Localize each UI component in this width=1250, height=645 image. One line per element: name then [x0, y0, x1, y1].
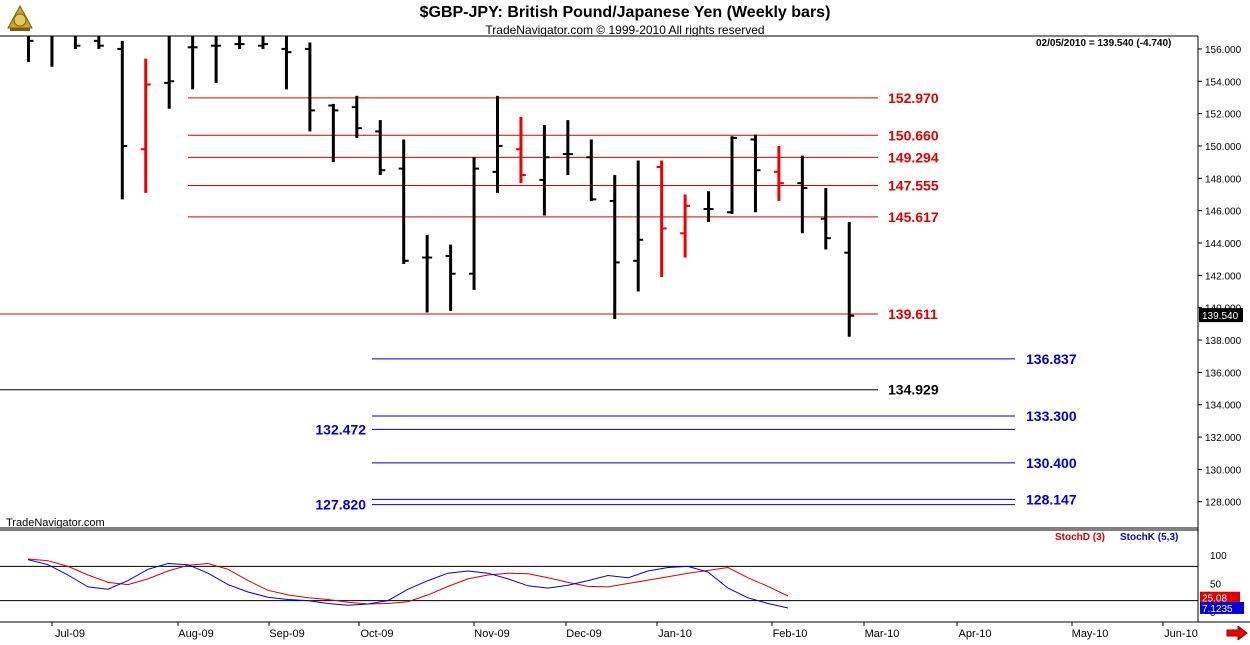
- level-label-128.147: 128.147: [1026, 491, 1077, 507]
- arrow-right-icon[interactable]: [1226, 624, 1248, 645]
- level-label-149.294: 149.294: [888, 149, 939, 165]
- y-tick-label: 154.000: [1205, 77, 1242, 88]
- y-tick-label: 134.000: [1205, 401, 1242, 412]
- last-price-label: 139.540: [1202, 311, 1239, 322]
- x-tick-label: Jan-10: [658, 628, 692, 640]
- level-label-145.617: 145.617: [888, 209, 939, 225]
- stoch-tick-label: 50: [1210, 580, 1222, 591]
- last-price-tag: [1199, 308, 1243, 323]
- stoch-series-line: [27, 558, 789, 605]
- stoch-d-value-tag: [1200, 591, 1240, 604]
- level-label-150.660: 150.660: [888, 127, 939, 143]
- x-tick-label: Aug-09: [178, 628, 213, 640]
- sextant-logo-icon: [4, 2, 36, 34]
- stoch-series-line: [27, 559, 789, 609]
- x-tick-label: Oct-09: [360, 628, 393, 640]
- stoch-tick-label: 100: [1210, 551, 1227, 562]
- level-label-136.837: 136.837: [1026, 351, 1077, 367]
- level-label-152.970: 152.970: [888, 90, 939, 106]
- y-tick-label: 146.000: [1205, 207, 1242, 218]
- y-tick-label: 142.000: [1205, 271, 1242, 282]
- x-tick-label: Jun-10: [1164, 628, 1198, 640]
- chart-title: $GBP-JPY: British Pound/Japanese Yen (We…: [419, 4, 831, 21]
- y-tick-label: 150.000: [1205, 142, 1242, 153]
- level-label-130.400: 130.400: [1026, 455, 1077, 471]
- x-tick-label: Dec-09: [566, 628, 601, 640]
- y-tick-label: 136.000: [1205, 368, 1242, 379]
- stoch-k-value-tag: [1200, 601, 1244, 614]
- x-tick-label: Feb-10: [773, 628, 808, 640]
- level-label-134.929: 134.929: [888, 382, 939, 398]
- y-tick-label: 148.000: [1205, 174, 1242, 185]
- level-label-147.555: 147.555: [888, 178, 939, 194]
- x-tick-label: Jul-09: [55, 628, 85, 640]
- price-readout: 02/05/2010 = 139.540 (-4.740): [1036, 38, 1172, 49]
- legend-stoch-d: StochD (3): [1055, 532, 1105, 543]
- legend-stoch-k: StochK (5,3): [1120, 532, 1179, 543]
- y-tick-label: 144.000: [1205, 239, 1242, 250]
- level-label-133.300: 133.300: [1026, 408, 1077, 424]
- stoch-d-value-label: 25.08: [1202, 594, 1227, 605]
- stoch-k-value-label: 7.1235: [1202, 604, 1233, 615]
- watermark: TradeNavigator.com: [6, 517, 105, 529]
- x-tick-label: Mar-10: [865, 628, 900, 640]
- y-tick-label: 138.000: [1205, 336, 1242, 347]
- x-tick-label: Apr-10: [958, 628, 991, 640]
- y-tick-label: 156.000: [1205, 45, 1242, 56]
- y-tick-label: 152.000: [1205, 110, 1242, 121]
- level-label-139.611: 139.611: [888, 306, 938, 322]
- level-label-132.472: 132.472: [315, 421, 366, 437]
- y-tick-label: 132.000: [1205, 433, 1242, 444]
- x-tick-label: May-10: [1072, 628, 1109, 640]
- level-label-127.820: 127.820: [315, 497, 366, 513]
- y-tick-label: 130.000: [1205, 465, 1242, 476]
- x-tick-label: Sep-09: [269, 628, 304, 640]
- x-tick-label: Nov-09: [474, 628, 509, 640]
- chart-subtitle: TradeNavigator.com © 1999-2010 All right…: [485, 23, 765, 37]
- y-tick-label: 128.000: [1205, 498, 1242, 509]
